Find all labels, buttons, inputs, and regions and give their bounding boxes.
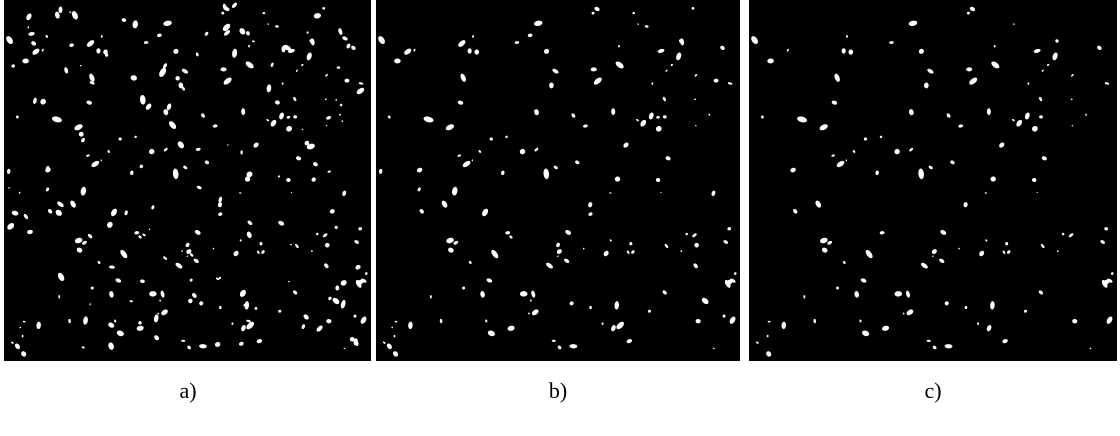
image-panel — [376, 0, 740, 361]
particle — [175, 76, 179, 80]
figure: a) b) c) — [0, 0, 1120, 436]
panel-label: a) — [128, 378, 248, 404]
image-panels — [0, 0, 1120, 370]
particle — [337, 66, 340, 68]
panel-label: c) — [873, 378, 993, 404]
image-panel — [749, 0, 1117, 361]
image-panel — [4, 0, 371, 361]
panel-label: b) — [498, 378, 618, 404]
